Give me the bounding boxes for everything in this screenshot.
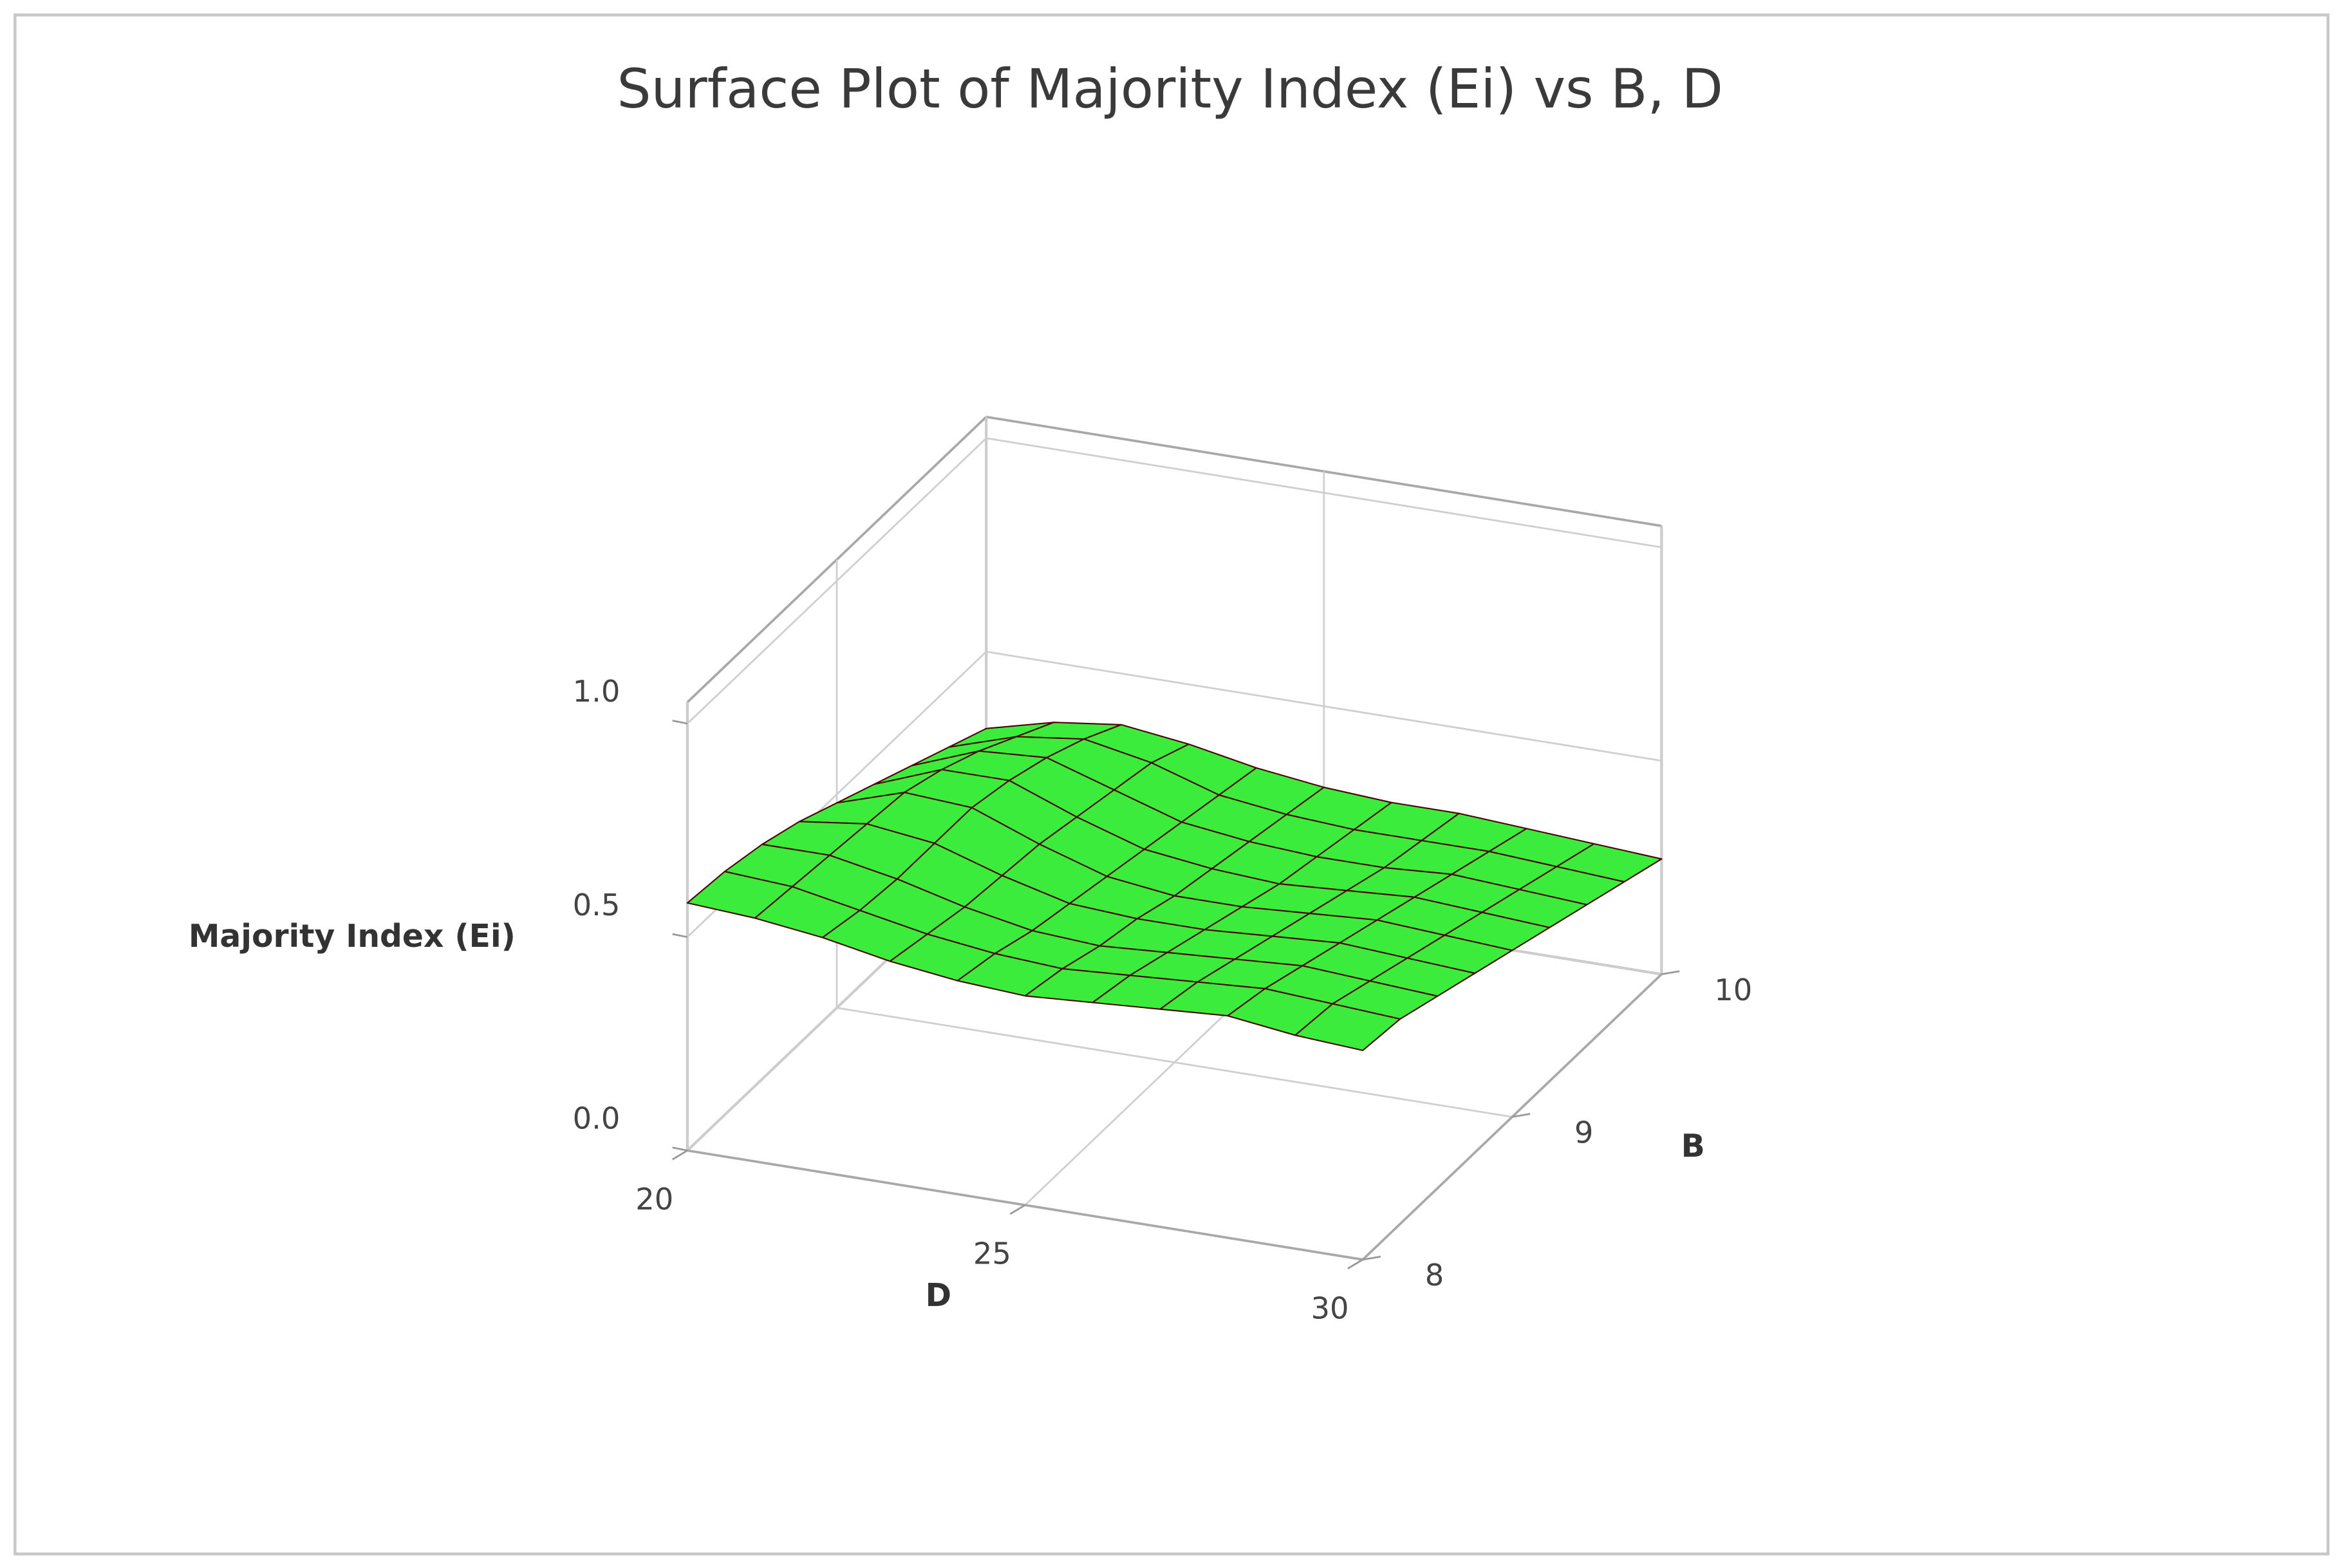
z-tick-label: 0.5 [573,888,621,922]
grid-line [686,437,987,725]
x-tick-label: 25 [973,1237,1011,1271]
tick-mark [671,1150,688,1161]
y-axis-title: B [1681,1128,1705,1164]
x-tick-label: 20 [635,1182,673,1217]
grid-line [985,651,1662,762]
x-tick-label: 30 [1311,1291,1349,1325]
tick-mark [672,1146,688,1152]
grid-line [836,1007,1513,1118]
tick-mark [672,720,688,725]
tick-mark [1661,970,1680,975]
y-tick-label: 8 [1425,1258,1444,1293]
tick-mark [1362,1255,1381,1261]
z-axis-title: Majority Index (Ei) [189,919,516,955]
x-axis-title: D [926,1278,951,1314]
chart-title: Surface Plot of Majority Index (Ei) vs B… [617,57,1722,120]
y-tick-label: 10 [1714,973,1752,1007]
surface-cell [1294,1003,1401,1051]
tick-mark [1512,1113,1531,1118]
grid-line [985,437,1662,548]
tick-mark [1347,1258,1363,1270]
tick-mark [672,933,688,938]
z-tick-label: 0.0 [573,1101,621,1135]
z-tick-label: 1.0 [573,674,621,709]
y-tick-label: 9 [1574,1115,1594,1150]
tick-mark [1009,1204,1026,1215]
